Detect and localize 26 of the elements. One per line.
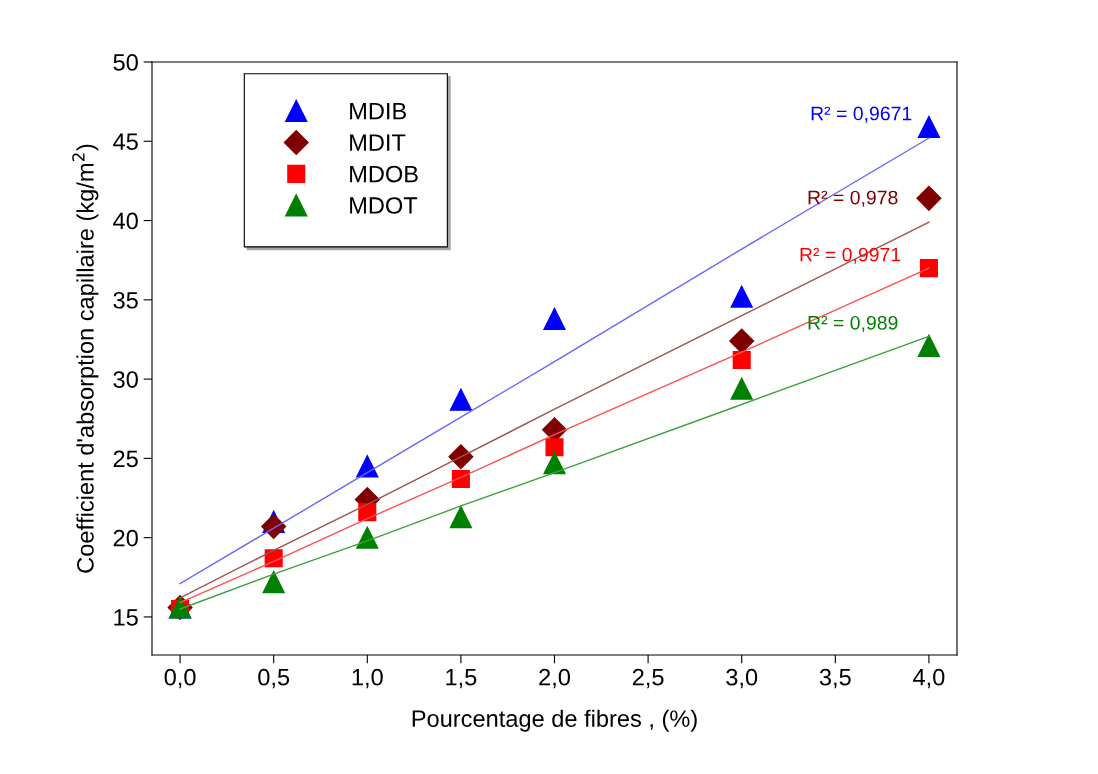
x-tick-label: 1,0 [352,668,383,689]
legend-label: MDOT [350,197,418,214]
x-tick-label: 2,0 [539,668,570,689]
y-tick-label: 20 [113,529,138,547]
y-axis-title: Coefficient d'absorption capillaire (kg/m$^{2}$) [72,144,99,573]
x-axis-title: Pourcentage de fibres , (%) [412,709,697,732]
x-tick-label: 0,0 [164,668,196,689]
y-tick-label: 15 [114,609,138,626]
x-tick-label: 3,0 [726,668,758,689]
y-tick-label: 45 [113,133,138,151]
legend-label: MDOB [350,165,418,183]
legend-label: MDIB [350,103,406,120]
x-tick-label: 3,5 [819,668,851,689]
x-tick-label: 4,0 [913,668,945,689]
x-tick-label: 0,5 [258,668,290,689]
annotation: R² = 0,978 [808,190,898,207]
y-tick-label: 35 [113,291,138,309]
legend-label: MDIT [350,134,406,151]
y-tick-label: 30 [113,371,138,388]
annotation: R² = 0,989 [808,315,898,332]
x-tick-label: 2,5 [632,668,664,689]
y-tick-label: 40 [113,212,138,230]
y-tick-label: 25 [113,450,138,468]
y-tick-label: 50 [113,54,138,71]
annotation: R² = 0,9671 [811,106,912,123]
x-tick-label: 1,5 [446,669,477,689]
